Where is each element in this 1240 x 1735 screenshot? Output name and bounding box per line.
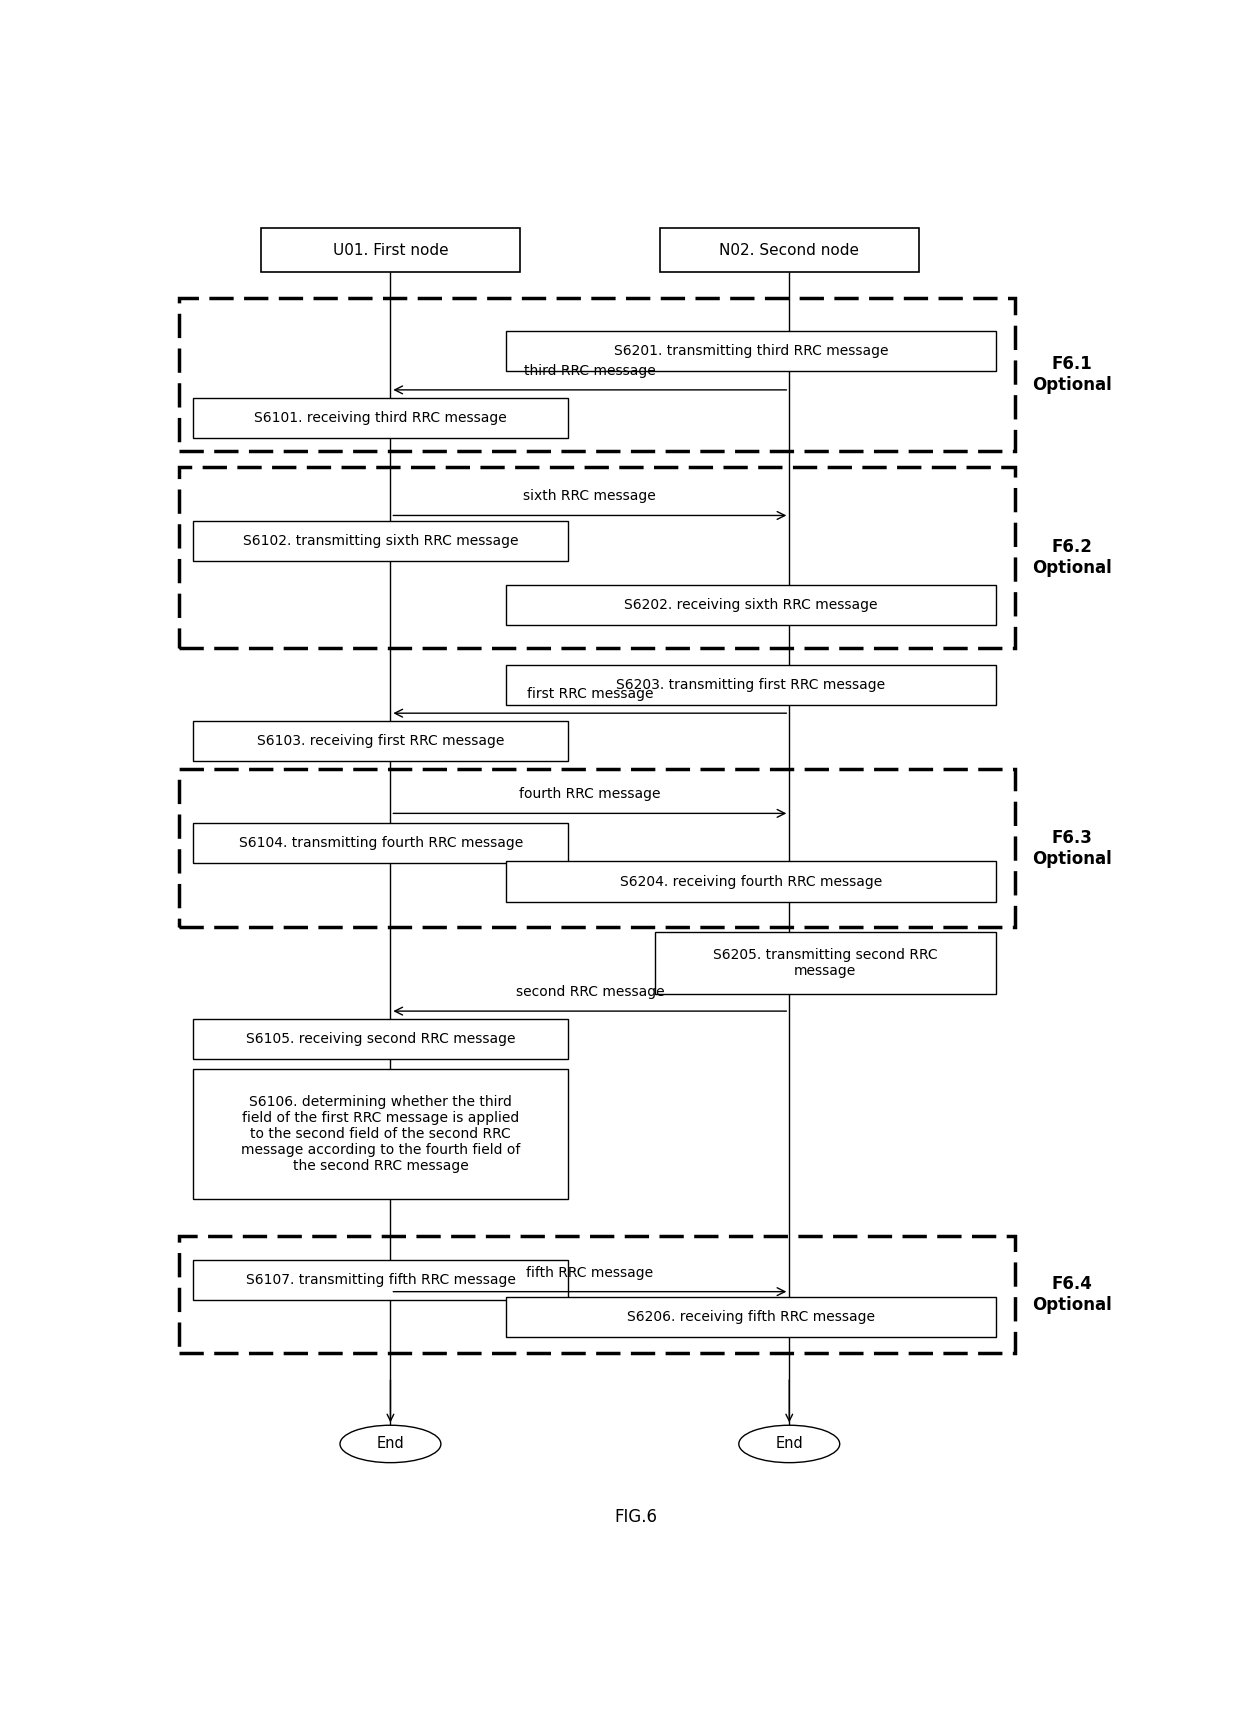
Text: S6101. receiving third RRC message: S6101. receiving third RRC message: [254, 411, 507, 425]
Text: U01. First node: U01. First node: [332, 243, 448, 259]
Ellipse shape: [340, 1424, 441, 1463]
FancyBboxPatch shape: [655, 932, 996, 994]
FancyBboxPatch shape: [193, 822, 568, 862]
FancyBboxPatch shape: [193, 1018, 568, 1058]
FancyBboxPatch shape: [506, 331, 996, 371]
FancyBboxPatch shape: [193, 397, 568, 437]
Text: S6201. transmitting third RRC message: S6201. transmitting third RRC message: [614, 344, 888, 357]
Text: S6202. receiving sixth RRC message: S6202. receiving sixth RRC message: [624, 599, 878, 612]
Text: second RRC message: second RRC message: [516, 985, 665, 999]
FancyBboxPatch shape: [660, 229, 919, 272]
Text: fifth RRC message: fifth RRC message: [526, 1265, 653, 1280]
Text: S6203. transmitting first RRC message: S6203. transmitting first RRC message: [616, 678, 885, 692]
Text: S6106. determining whether the third
field of the first RRC message is applied
t: S6106. determining whether the third fie…: [241, 1095, 521, 1173]
Text: S6105. receiving second RRC message: S6105. receiving second RRC message: [246, 1032, 516, 1046]
FancyBboxPatch shape: [260, 229, 521, 272]
FancyBboxPatch shape: [193, 520, 568, 560]
Text: F6.4
Optional: F6.4 Optional: [1033, 1275, 1112, 1313]
FancyBboxPatch shape: [506, 1298, 996, 1338]
Text: S6102. transmitting sixth RRC message: S6102. transmitting sixth RRC message: [243, 534, 518, 548]
Text: F6.3
Optional: F6.3 Optional: [1033, 829, 1112, 868]
FancyBboxPatch shape: [193, 1260, 568, 1300]
Text: FIG.6: FIG.6: [614, 1508, 657, 1527]
Text: F6.1
Optional: F6.1 Optional: [1033, 356, 1112, 394]
Text: End: End: [377, 1437, 404, 1452]
Text: third RRC message: third RRC message: [525, 364, 656, 378]
FancyBboxPatch shape: [193, 1069, 568, 1199]
Text: S6107. transmitting fifth RRC message: S6107. transmitting fifth RRC message: [246, 1273, 516, 1287]
Text: sixth RRC message: sixth RRC message: [523, 489, 656, 503]
Text: S6104. transmitting fourth RRC message: S6104. transmitting fourth RRC message: [239, 836, 523, 850]
Text: fourth RRC message: fourth RRC message: [520, 788, 661, 802]
Ellipse shape: [739, 1424, 839, 1463]
Text: S6103. receiving first RRC message: S6103. receiving first RRC message: [257, 734, 505, 748]
Text: S6204. receiving fourth RRC message: S6204. receiving fourth RRC message: [620, 874, 882, 888]
FancyBboxPatch shape: [193, 722, 568, 762]
Text: N02. Second node: N02. Second node: [719, 243, 859, 259]
Text: S6206. receiving fifth RRC message: S6206. receiving fifth RRC message: [627, 1310, 875, 1324]
Text: F6.2
Optional: F6.2 Optional: [1033, 538, 1112, 578]
FancyBboxPatch shape: [506, 665, 996, 704]
Text: S6205. transmitting second RRC
message: S6205. transmitting second RRC message: [713, 947, 937, 979]
FancyBboxPatch shape: [506, 862, 996, 902]
Text: End: End: [775, 1437, 804, 1452]
Text: first RRC message: first RRC message: [527, 687, 653, 701]
FancyBboxPatch shape: [506, 585, 996, 625]
